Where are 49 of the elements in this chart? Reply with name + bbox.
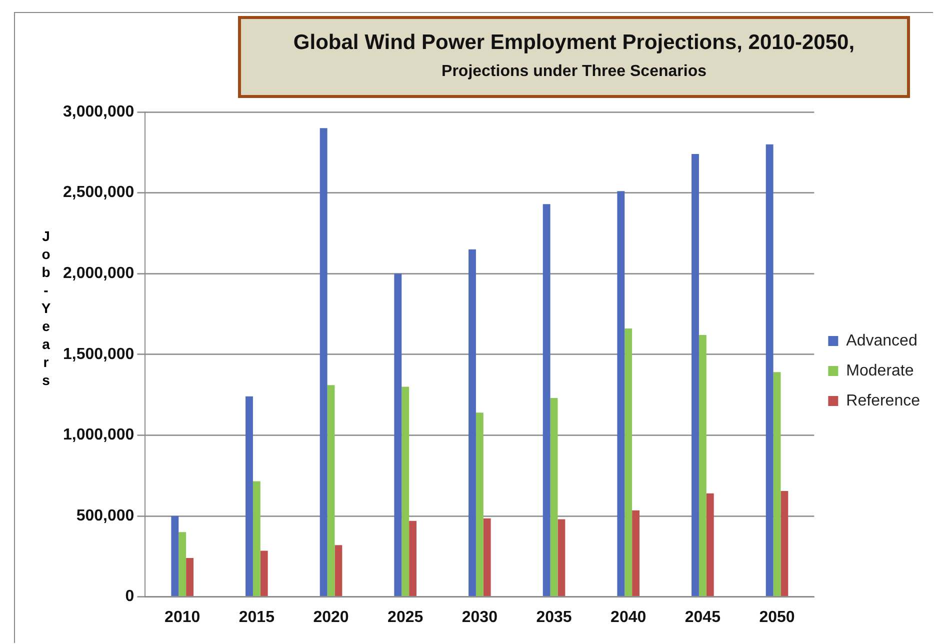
legend-label: Reference [846,392,920,410]
bar [334,545,342,596]
y-tick-label: 3,000,000 [62,103,134,120]
bar [178,532,186,596]
x-tick-label: 2035 [536,608,572,626]
y-tick-label: 2,000,000 [62,265,134,282]
bar [476,412,484,596]
x-tick-label: 2045 [684,608,721,626]
x-tick-label: 2020 [313,608,349,626]
bar [260,550,268,596]
bar [402,386,410,596]
bar [617,191,625,596]
y-tick-label: 1,000,000 [62,426,134,444]
bar [550,398,558,596]
bar [468,249,476,596]
chart-title: Global Wind Power Employment Projections, 2010-2050, [292,31,856,55]
bar [780,490,788,596]
bar [186,558,194,596]
bar [542,204,550,596]
bar [409,520,416,596]
bar [632,510,640,596]
bar [706,493,714,596]
bar [246,396,253,596]
legend-label: Moderate [846,362,914,380]
bar [252,481,260,596]
bar [624,328,632,596]
y-tick-label: 1,500,000 [62,346,134,363]
bar [773,372,781,596]
x-tick-label: 2030 [462,608,498,626]
legend-label: Advanced [846,332,918,350]
bar [171,516,179,596]
bar [558,519,566,596]
bar [692,154,699,596]
bar [320,128,328,596]
bar [394,274,402,596]
x-tick-label: 2050 [759,608,795,626]
y-tick-label: 2,500,000 [62,184,134,202]
y-tick-label: 0 [125,588,134,606]
bar [483,518,491,596]
y-axis-title: Job-Years [38,228,54,390]
bar [766,144,774,596]
x-tick-label: 2040 [610,608,646,626]
x-tick-label: 2010 [164,608,200,626]
chart-subtitle: Projections under Three Scenarios [440,63,708,81]
x-tick-label: 2025 [388,608,424,626]
bar [698,335,706,596]
x-tick-label: 2015 [238,608,275,626]
bar [327,385,335,596]
y-tick-label: 500,000 [76,507,134,524]
